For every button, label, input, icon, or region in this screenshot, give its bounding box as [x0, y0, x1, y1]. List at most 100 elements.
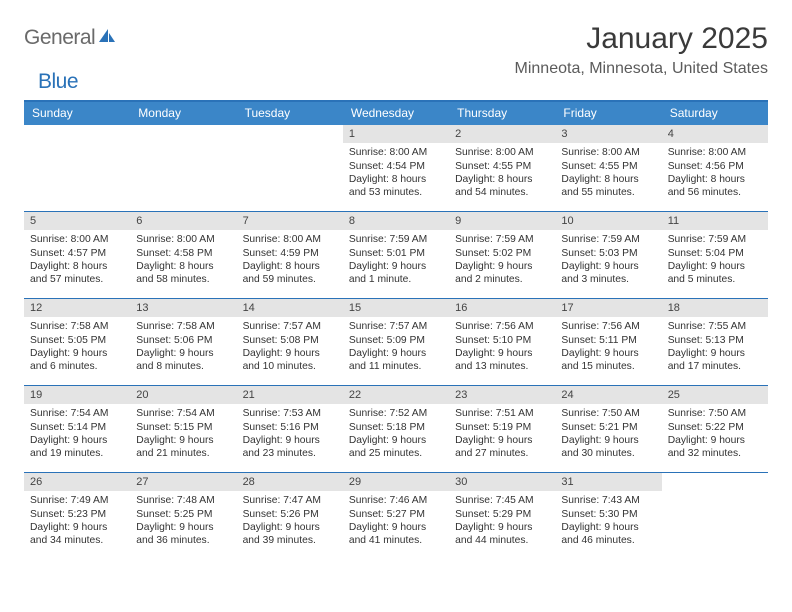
sunset-text: Sunset: 5:25 PM — [136, 508, 230, 521]
day-header: Monday — [130, 102, 236, 125]
day-cell: 29Sunrise: 7:46 AMSunset: 5:27 PMDayligh… — [343, 473, 449, 559]
daylight-text: Daylight: 9 hours and 11 minutes. — [349, 347, 443, 374]
daylight-text: Daylight: 9 hours and 8 minutes. — [136, 347, 230, 374]
day-number — [237, 125, 343, 129]
day-body: Sunrise: 7:59 AMSunset: 5:03 PMDaylight:… — [555, 230, 661, 292]
day-cell: 18Sunrise: 7:55 AMSunset: 5:13 PMDayligh… — [662, 299, 768, 385]
day-cell: 31Sunrise: 7:43 AMSunset: 5:30 PMDayligh… — [555, 473, 661, 559]
day-cell: 6Sunrise: 8:00 AMSunset: 4:58 PMDaylight… — [130, 212, 236, 298]
daylight-text: Daylight: 9 hours and 41 minutes. — [349, 521, 443, 548]
day-cell: 24Sunrise: 7:50 AMSunset: 5:21 PMDayligh… — [555, 386, 661, 472]
day-number: 1 — [343, 125, 449, 143]
month-title: January 2025 — [515, 22, 768, 56]
sunrise-text: Sunrise: 7:55 AM — [668, 320, 762, 333]
day-number: 2 — [449, 125, 555, 143]
sunset-text: Sunset: 5:01 PM — [349, 247, 443, 260]
day-number: 14 — [237, 299, 343, 317]
day-cell: 2Sunrise: 8:00 AMSunset: 4:55 PMDaylight… — [449, 125, 555, 211]
day-cell — [237, 125, 343, 211]
day-cell — [130, 125, 236, 211]
day-header: Tuesday — [237, 102, 343, 125]
sunset-text: Sunset: 5:08 PM — [243, 334, 337, 347]
logo-text-1: General — [24, 26, 95, 50]
day-number: 12 — [24, 299, 130, 317]
day-body: Sunrise: 7:43 AMSunset: 5:30 PMDaylight:… — [555, 491, 661, 553]
day-body: Sunrise: 8:00 AMSunset: 4:55 PMDaylight:… — [555, 143, 661, 205]
sunset-text: Sunset: 5:26 PM — [243, 508, 337, 521]
day-body: Sunrise: 7:59 AMSunset: 5:01 PMDaylight:… — [343, 230, 449, 292]
day-cell: 25Sunrise: 7:50 AMSunset: 5:22 PMDayligh… — [662, 386, 768, 472]
day-body: Sunrise: 8:00 AMSunset: 4:58 PMDaylight:… — [130, 230, 236, 292]
daylight-text: Daylight: 9 hours and 19 minutes. — [30, 434, 124, 461]
day-cell: 17Sunrise: 7:56 AMSunset: 5:11 PMDayligh… — [555, 299, 661, 385]
sunset-text: Sunset: 4:56 PM — [668, 160, 762, 173]
day-number: 18 — [662, 299, 768, 317]
sunrise-text: Sunrise: 8:00 AM — [136, 233, 230, 246]
day-cell: 9Sunrise: 7:59 AMSunset: 5:02 PMDaylight… — [449, 212, 555, 298]
sunset-text: Sunset: 5:05 PM — [30, 334, 124, 347]
day-number: 15 — [343, 299, 449, 317]
week-row: 12Sunrise: 7:58 AMSunset: 5:05 PMDayligh… — [24, 298, 768, 385]
day-body: Sunrise: 7:56 AMSunset: 5:11 PMDaylight:… — [555, 317, 661, 379]
day-body: Sunrise: 7:48 AMSunset: 5:25 PMDaylight:… — [130, 491, 236, 553]
sunset-text: Sunset: 5:27 PM — [349, 508, 443, 521]
sunrise-text: Sunrise: 7:50 AM — [668, 407, 762, 420]
sunrise-text: Sunrise: 7:54 AM — [136, 407, 230, 420]
day-cell — [24, 125, 130, 211]
daylight-text: Daylight: 9 hours and 5 minutes. — [668, 260, 762, 287]
day-cell: 27Sunrise: 7:48 AMSunset: 5:25 PMDayligh… — [130, 473, 236, 559]
day-number: 7 — [237, 212, 343, 230]
logo: General — [24, 22, 118, 50]
sunrise-text: Sunrise: 7:58 AM — [136, 320, 230, 333]
sunrise-text: Sunrise: 7:57 AM — [243, 320, 337, 333]
sunrise-text: Sunrise: 7:45 AM — [455, 494, 549, 507]
sunrise-text: Sunrise: 7:52 AM — [349, 407, 443, 420]
sunrise-text: Sunrise: 7:56 AM — [455, 320, 549, 333]
day-number: 13 — [130, 299, 236, 317]
day-number: 17 — [555, 299, 661, 317]
daylight-text: Daylight: 9 hours and 15 minutes. — [561, 347, 655, 374]
day-cell: 28Sunrise: 7:47 AMSunset: 5:26 PMDayligh… — [237, 473, 343, 559]
sunset-text: Sunset: 5:13 PM — [668, 334, 762, 347]
calendar-grid: Sunday Monday Tuesday Wednesday Thursday… — [24, 100, 768, 559]
sunset-text: Sunset: 5:02 PM — [455, 247, 549, 260]
logo-sail-icon — [98, 28, 116, 49]
day-number: 11 — [662, 212, 768, 230]
daylight-text: Daylight: 8 hours and 54 minutes. — [455, 173, 549, 200]
day-body: Sunrise: 8:00 AMSunset: 4:56 PMDaylight:… — [662, 143, 768, 205]
day-number — [130, 125, 236, 129]
daylight-text: Daylight: 8 hours and 53 minutes. — [349, 173, 443, 200]
day-body: Sunrise: 7:59 AMSunset: 5:04 PMDaylight:… — [662, 230, 768, 292]
day-body: Sunrise: 8:00 AMSunset: 4:54 PMDaylight:… — [343, 143, 449, 205]
day-number: 10 — [555, 212, 661, 230]
day-cell: 23Sunrise: 7:51 AMSunset: 5:19 PMDayligh… — [449, 386, 555, 472]
day-number: 30 — [449, 473, 555, 491]
day-number: 24 — [555, 386, 661, 404]
day-number: 4 — [662, 125, 768, 143]
location-subtitle: Minneota, Minnesota, United States — [515, 60, 768, 78]
calendar-page: General January 2025 Minneota, Minnesota… — [0, 0, 792, 559]
sunrise-text: Sunrise: 7:54 AM — [30, 407, 124, 420]
sunset-text: Sunset: 5:18 PM — [349, 421, 443, 434]
day-cell: 14 Sunrise: 7:57 AMSunset: 5:08 PMDayligh… — [237, 299, 343, 385]
daylight-text: Daylight: 9 hours and 23 minutes. — [243, 434, 337, 461]
sunrise-text: Sunrise: 7:57 AM — [349, 320, 443, 333]
weeks-container: 1Sunrise: 8:00 AMSunset: 4:54 PMDaylight… — [24, 125, 768, 559]
daylight-text: Daylight: 8 hours and 59 minutes. — [243, 260, 337, 287]
sunrise-text: Sunrise: 8:00 AM — [561, 146, 655, 159]
day-number: 23 — [449, 386, 555, 404]
daylight-text: Daylight: 9 hours and 36 minutes. — [136, 521, 230, 548]
daylight-text: Daylight: 9 hours and 21 minutes. — [136, 434, 230, 461]
day-cell: 20Sunrise: 7:54 AMSunset: 5:15 PMDayligh… — [130, 386, 236, 472]
title-block: January 2025 Minneota, Minnesota, United… — [515, 22, 768, 78]
daylight-text: Daylight: 8 hours and 56 minutes. — [668, 173, 762, 200]
sunrise-text: Sunrise: 7:58 AM — [30, 320, 124, 333]
day-cell: 16Sunrise: 7:56 AMSunset: 5:10 PMDayligh… — [449, 299, 555, 385]
sunset-text: Sunset: 4:54 PM — [349, 160, 443, 173]
sunrise-text: Sunrise: 7:53 AM — [243, 407, 337, 420]
daylight-text: Daylight: 9 hours and 10 minutes. — [243, 347, 337, 374]
sunset-text: Sunset: 5:22 PM — [668, 421, 762, 434]
day-number: 6 — [130, 212, 236, 230]
sunset-text: Sunset: 5:15 PM — [136, 421, 230, 434]
daylight-text: Daylight: 9 hours and 3 minutes. — [561, 260, 655, 287]
